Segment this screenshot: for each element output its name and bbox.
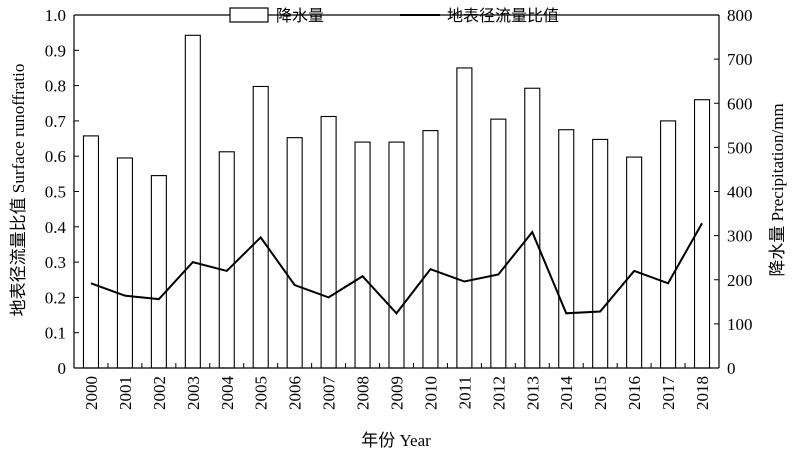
runoff-ratio-line	[90, 222, 703, 315]
left-tick-label: 0.3	[45, 253, 66, 272]
bar-precipitation-2011	[456, 67, 473, 369]
x-tick-label: 2001	[116, 376, 135, 410]
bar-precipitation-2004	[218, 151, 235, 369]
x-tick-label: 2012	[489, 376, 508, 410]
legend-bar-swatch	[229, 7, 269, 23]
bar-precipitation-2009	[388, 141, 405, 369]
right-tick-label: 700	[727, 50, 753, 69]
legend: 降水量 地表径流量比值	[229, 6, 559, 25]
bar-precipitation-2016	[626, 156, 643, 369]
legend-runoff-ratio-label: 地表径流量比值	[447, 6, 559, 25]
bar-precipitation-2000	[82, 135, 100, 369]
x-tick-label: 2014	[557, 376, 576, 411]
left-tick-label: 0.8	[45, 77, 66, 96]
line-layer	[90, 222, 703, 315]
axes-layer	[73, 14, 720, 369]
left-axis-title: 地表径流量比值 Surface runoffratio	[9, 64, 28, 317]
left-tick-label: 0.9	[45, 41, 66, 60]
bar-precipitation-2013	[524, 87, 541, 369]
right-tick-label: 200	[727, 271, 753, 290]
x-tick-label: 2007	[320, 376, 339, 411]
right-tick-label: 300	[727, 227, 753, 246]
left-tick-label: 0.7	[45, 112, 67, 131]
bar-precipitation-2007	[320, 115, 337, 369]
x-tick-label: 2018	[693, 376, 712, 410]
x-tick-label: 2013	[523, 376, 542, 410]
x-tick-label: 2004	[218, 376, 237, 411]
x-tick-label: 2000	[82, 376, 101, 410]
right-tick-label: 800	[727, 6, 753, 25]
x-tick-label: 2006	[286, 376, 305, 410]
labels-layer: 0 0.1 0.2 0.3 0.4 0.5 0.6 0.7 0.8 0.9 1.0 0 100 200 30…	[45, 6, 753, 410]
bar-precipitation-2003	[184, 34, 201, 369]
x-tick-label: 2011	[455, 376, 474, 409]
right-tick-label: 500	[727, 138, 753, 157]
bar-precipitation-2012	[490, 118, 507, 369]
x-tick-label: 2002	[150, 376, 169, 410]
x-tick-label: 2009	[388, 376, 407, 410]
x-tick-label: 2008	[354, 376, 373, 410]
left-tick-label: 0	[58, 359, 67, 378]
bars-layer	[82, 34, 711, 369]
legend-precipitation-label: 降水量	[276, 6, 324, 25]
left-tick-label: 1.0	[45, 6, 66, 25]
left-tick-label: 0.4	[45, 218, 67, 237]
left-tick-label: 0.6	[45, 147, 66, 166]
x-tick-label: 2010	[421, 376, 440, 410]
bar-precipitation-2017	[660, 120, 677, 369]
x-tick-label: 2003	[184, 376, 203, 410]
bar-precipitation-2010	[422, 130, 439, 369]
bar-precipitation-2014	[558, 129, 575, 369]
right-tick-label: 600	[727, 94, 753, 113]
bar-precipitation-2001	[116, 157, 133, 369]
bar-precipitation-2015	[592, 138, 609, 369]
left-tick-label: 0.5	[45, 183, 66, 202]
x-axis-title: 年份 Year	[361, 431, 431, 450]
left-tick-label: 0.1	[45, 324, 66, 343]
left-tick-label: 0.2	[45, 288, 66, 307]
bar-precipitation-2006	[286, 137, 303, 369]
right-tick-label: 400	[727, 183, 753, 202]
right-tick-label: 100	[727, 315, 753, 334]
right-tick-label: 0	[727, 359, 736, 378]
x-tick-label: 2005	[252, 376, 271, 410]
x-tick-label: 2016	[625, 376, 644, 410]
right-axis-title: 降水量 Precipitation/mm	[768, 103, 787, 276]
bar-precipitation-2002	[150, 175, 167, 369]
x-tick-label: 2015	[591, 376, 610, 410]
bar-precipitation-2008	[354, 141, 371, 369]
x-tick-label: 2017	[659, 376, 678, 411]
bar-precipitation-2005	[252, 85, 269, 369]
